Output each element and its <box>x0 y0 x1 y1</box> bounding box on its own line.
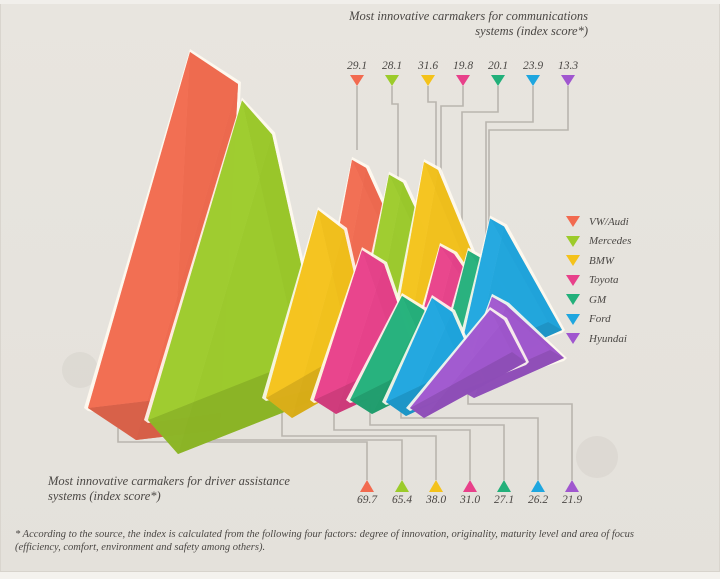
triangle-down-icon <box>566 313 580 325</box>
triangle-down-icon <box>566 235 580 247</box>
top-markers <box>350 75 575 86</box>
triangle-down-icon <box>385 75 399 86</box>
top-border <box>0 0 720 4</box>
triangle-down-icon <box>421 75 435 86</box>
bottom-value-hyundai: 21.9 <box>561 494 583 506</box>
legend-label: Mercedes <box>589 235 632 248</box>
legend-label: VW/Audi <box>589 215 629 228</box>
triangle-up-icon <box>565 480 579 492</box>
top-value-vw-audi: 29.1 <box>346 60 368 72</box>
triangle-down-icon <box>566 294 580 306</box>
bottom-value-gm: 27.1 <box>493 494 515 506</box>
triangle-down-icon <box>561 75 575 86</box>
triangle-down-icon <box>566 274 580 286</box>
footnote-line-2: (efficiency, comfort, environment and sa… <box>15 542 266 553</box>
top-value-gm: 20.1 <box>487 60 509 72</box>
legend-label: Toyota <box>589 274 619 287</box>
triangle-up-icon <box>429 480 443 492</box>
triangle-down-icon <box>491 75 505 86</box>
legend-label: Ford <box>589 313 611 326</box>
bottom-value-vw-audi: 69.7 <box>356 494 378 506</box>
legend-item-mercedes: Mercedes <box>565 232 631 252</box>
triangle-down-icon <box>566 255 580 267</box>
legend-item-gm: GM <box>565 290 631 310</box>
driver-assistance-prisms <box>84 49 529 455</box>
bottom-value-bmw: 38.0 <box>425 494 447 506</box>
triangle-up-icon <box>531 480 545 492</box>
legend-label: GM <box>589 293 607 306</box>
title-line-2: systems (index score*) <box>48 489 161 503</box>
triangle-up-icon <box>497 480 511 492</box>
legend-label: BMW <box>589 254 615 267</box>
legend-item-ford: Ford <box>565 310 631 330</box>
triangle-down-icon <box>566 216 580 228</box>
legend-item-bmw: BMW <box>565 251 631 271</box>
triangle-up-icon <box>360 480 374 492</box>
legend-item-toyota: Toyota <box>565 271 631 291</box>
triangle-down-icon <box>350 75 364 86</box>
bottom-markers <box>360 458 579 492</box>
top-value-toyota: 19.8 <box>452 60 474 72</box>
title-line-2: systems (index score*) <box>475 24 588 38</box>
bottom-value-mercedes: 65.4 <box>391 494 413 506</box>
background-decoration-right <box>576 436 618 478</box>
bottom-value-toyota: 31.0 <box>459 494 481 506</box>
triangle-down-icon <box>456 75 470 86</box>
legend-label: Hyundai <box>589 332 627 345</box>
legend-item-vw-audi: VW/Audi <box>565 212 631 232</box>
chart-title-communications: Most innovative carmakers for communicat… <box>288 9 588 39</box>
legend: VW/Audi Mercedes BMW Toyota GM Ford Hyun… <box>565 212 631 349</box>
title-line-1: Most innovative carmakers for driver ass… <box>48 474 290 488</box>
triangle-up-icon <box>395 480 409 492</box>
triangle-down-icon <box>526 75 540 86</box>
top-value-hyundai: 13.3 <box>557 60 579 72</box>
triangle-up-icon <box>463 480 477 492</box>
chart-title-driver-assistance: Most innovative carmakers for driver ass… <box>48 474 348 504</box>
footnote: * According to the source, the index is … <box>15 528 715 554</box>
triangle-down-icon <box>566 333 580 345</box>
bottom-value-ford: 26.2 <box>527 494 549 506</box>
footnote-line-1: * According to the source, the index is … <box>15 529 635 540</box>
top-value-bmw: 31.6 <box>417 60 439 72</box>
top-value-mercedes: 28.1 <box>381 60 403 72</box>
top-value-ford: 23.9 <box>522 60 544 72</box>
title-line-1: Most innovative carmakers for communicat… <box>349 9 588 23</box>
bottom-border <box>0 571 720 579</box>
legend-item-hyundai: Hyundai <box>565 329 631 349</box>
